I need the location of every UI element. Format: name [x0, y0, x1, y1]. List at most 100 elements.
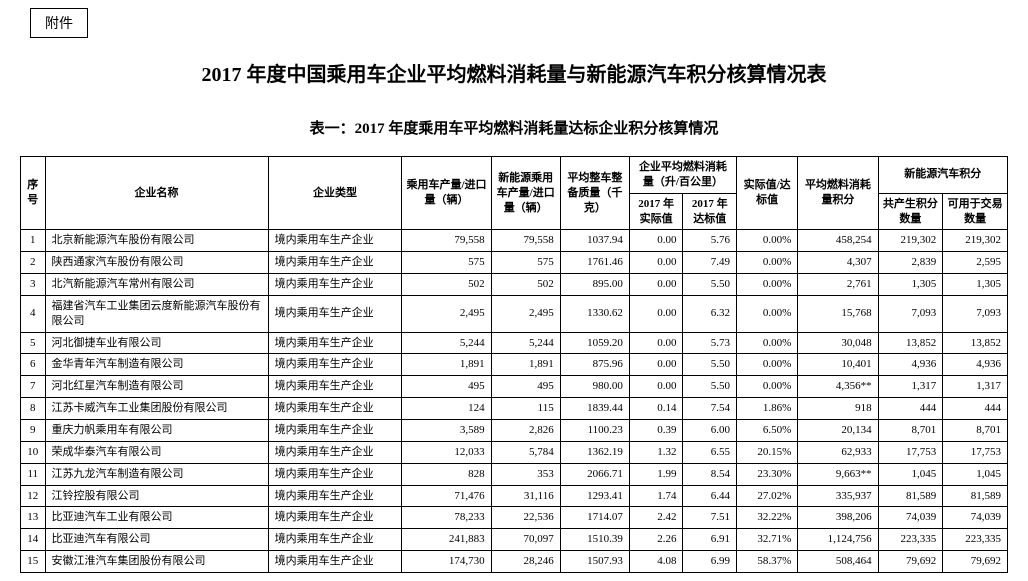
- cell-prod: 828: [402, 463, 491, 485]
- cell-actual: 0.00: [629, 274, 683, 296]
- cell-idx: 5: [21, 332, 46, 354]
- cell-company: 北京新能源汽车股份有限公司: [45, 230, 268, 252]
- cell-totprod: 13,852: [878, 332, 943, 354]
- sub-title: 表一：2017 年度乘用车平均燃料消耗量达标企业积分核算情况: [20, 117, 1008, 138]
- cell-nev: 2,495: [491, 295, 560, 332]
- table-row: 10荣成华泰汽车有限公司境内乘用车生产企业12,0335,7841362.191…: [21, 441, 1008, 463]
- cell-idx: 9: [21, 419, 46, 441]
- cell-weight: 1330.62: [560, 295, 629, 332]
- cell-totprod: 1,045: [878, 463, 943, 485]
- cell-company: 北汽新能源汽车常州有限公司: [45, 274, 268, 296]
- cell-fuel: 15,768: [798, 295, 878, 332]
- cell-weight: 1839.44: [560, 398, 629, 420]
- cell-totprod: 219,302: [878, 230, 943, 252]
- cell-target: 5.76: [683, 230, 737, 252]
- cell-fuel: 9,663**: [798, 463, 878, 485]
- table-header: 序号 企业名称 企业类型 乘用车产量/进口量（辆） 新能源乘用车产量/进口量（辆…: [21, 157, 1008, 230]
- cell-trade: 17,753: [943, 441, 1008, 463]
- cell-idx: 4: [21, 295, 46, 332]
- cell-weight: 1714.07: [560, 507, 629, 529]
- cell-trade: 223,335: [943, 529, 1008, 551]
- cell-idx: 10: [21, 441, 46, 463]
- cell-totprod: 79,692: [878, 551, 943, 573]
- hdr-fuel-pts: 平均燃料消耗量积分: [798, 157, 878, 230]
- cell-idx: 12: [21, 485, 46, 507]
- cell-fuel: 62,933: [798, 441, 878, 463]
- cell-prod: 241,883: [402, 529, 491, 551]
- cell-ratio: 0.00%: [736, 376, 797, 398]
- cell-totprod: 2,839: [878, 252, 943, 274]
- cell-prod: 575: [402, 252, 491, 274]
- cell-actual: 0.00: [629, 295, 683, 332]
- hdr-actual: 2017 年实际值: [629, 193, 683, 230]
- cell-idx: 14: [21, 529, 46, 551]
- hdr-idx: 序号: [21, 157, 46, 230]
- cell-nev: 31,116: [491, 485, 560, 507]
- hdr-company: 企业名称: [45, 157, 268, 230]
- cell-fuel: 20,134: [798, 419, 878, 441]
- cell-prod: 124: [402, 398, 491, 420]
- cell-fuel: 4,307: [798, 252, 878, 274]
- cell-nev: 495: [491, 376, 560, 398]
- table-row: 15安徽江淮汽车集团股份有限公司境内乘用车生产企业174,73028,24615…: [21, 551, 1008, 573]
- cell-type: 境内乘用车生产企业: [268, 419, 402, 441]
- hdr-prod: 乘用车产量/进口量（辆）: [402, 157, 491, 230]
- cell-idx: 6: [21, 354, 46, 376]
- cell-company: 河北御捷车业有限公司: [45, 332, 268, 354]
- cell-type: 境内乘用车生产企业: [268, 332, 402, 354]
- table-row: 14比亚迪汽车有限公司境内乘用车生产企业241,88370,0971510.39…: [21, 529, 1008, 551]
- cell-prod: 5,244: [402, 332, 491, 354]
- cell-weight: 1037.94: [560, 230, 629, 252]
- cell-type: 境内乘用车生产企业: [268, 441, 402, 463]
- hdr-fuel-group: 企业平均燃料消耗量（升/百公里）: [629, 157, 736, 194]
- cell-fuel: 4,356**: [798, 376, 878, 398]
- cell-prod: 78,233: [402, 507, 491, 529]
- cell-idx: 15: [21, 551, 46, 573]
- cell-prod: 502: [402, 274, 491, 296]
- cell-type: 境内乘用车生产企业: [268, 398, 402, 420]
- cell-ratio: 1.86%: [736, 398, 797, 420]
- cell-totprod: 1,305: [878, 274, 943, 296]
- cell-target: 8.54: [683, 463, 737, 485]
- cell-nev: 2,826: [491, 419, 560, 441]
- table-row: 13比亚迪汽车工业有限公司境内乘用车生产企业78,23322,5361714.0…: [21, 507, 1008, 529]
- table-row: 3北汽新能源汽车常州有限公司境内乘用车生产企业502502895.000.005…: [21, 274, 1008, 296]
- cell-ratio: 0.00%: [736, 295, 797, 332]
- cell-idx: 3: [21, 274, 46, 296]
- cell-ratio: 0.00%: [736, 274, 797, 296]
- table-row: 12江铃控股有限公司境内乘用车生产企业71,47631,1161293.411.…: [21, 485, 1008, 507]
- cell-fuel: 10,401: [798, 354, 878, 376]
- cell-weight: 1100.23: [560, 419, 629, 441]
- cell-trade: 79,692: [943, 551, 1008, 573]
- cell-actual: 0.00: [629, 230, 683, 252]
- cell-company: 比亚迪汽车工业有限公司: [45, 507, 268, 529]
- cell-company: 陕西通家汽车股份有限公司: [45, 252, 268, 274]
- cell-weight: 1362.19: [560, 441, 629, 463]
- cell-actual: 2.42: [629, 507, 683, 529]
- cell-type: 境内乘用车生产企业: [268, 551, 402, 573]
- cell-actual: 0.00: [629, 354, 683, 376]
- cell-ratio: 0.00%: [736, 252, 797, 274]
- cell-actual: 0.00: [629, 376, 683, 398]
- table-row: 8江苏卡威汽车工业集团股份有限公司境内乘用车生产企业1241151839.440…: [21, 398, 1008, 420]
- cell-trade: 13,852: [943, 332, 1008, 354]
- cell-fuel: 1,124,756: [798, 529, 878, 551]
- cell-idx: 1: [21, 230, 46, 252]
- table-row: 1北京新能源汽车股份有限公司境内乘用车生产企业79,55879,5581037.…: [21, 230, 1008, 252]
- cell-prod: 495: [402, 376, 491, 398]
- cell-fuel: 398,206: [798, 507, 878, 529]
- cell-idx: 2: [21, 252, 46, 274]
- table-row: 2陕西通家汽车股份有限公司境内乘用车生产企业5755751761.460.007…: [21, 252, 1008, 274]
- cell-type: 境内乘用车生产企业: [268, 295, 402, 332]
- cell-type: 境内乘用车生产企业: [268, 376, 402, 398]
- cell-ratio: 6.50%: [736, 419, 797, 441]
- cell-type: 境内乘用车生产企业: [268, 529, 402, 551]
- cell-trade: 81,589: [943, 485, 1008, 507]
- cell-target: 5.73: [683, 332, 737, 354]
- cell-prod: 3,589: [402, 419, 491, 441]
- cell-ratio: 32.71%: [736, 529, 797, 551]
- cell-trade: 4,936: [943, 354, 1008, 376]
- cell-target: 5.50: [683, 354, 737, 376]
- table-row: 6金华青年汽车制造有限公司境内乘用车生产企业1,8911,891875.960.…: [21, 354, 1008, 376]
- cell-trade: 8,701: [943, 419, 1008, 441]
